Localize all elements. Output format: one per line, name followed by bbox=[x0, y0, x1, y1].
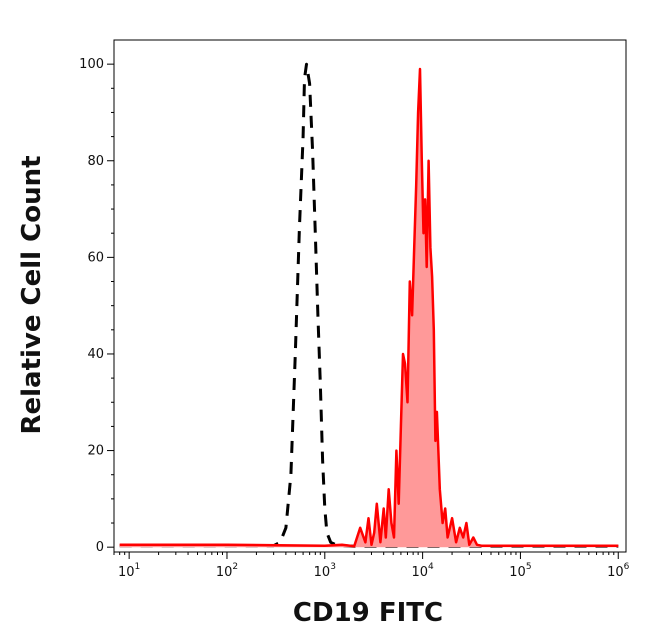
plot-series bbox=[119, 62, 619, 548]
x-axis-title: CD19 FITC bbox=[293, 598, 443, 628]
y-tick-label-20: 20 bbox=[87, 444, 104, 459]
y-tick-label-40: 40 bbox=[87, 347, 104, 362]
series-1-line bbox=[119, 67, 619, 548]
y-tick-label-80: 80 bbox=[87, 154, 104, 169]
y-tick-label-100: 100 bbox=[79, 57, 104, 72]
y-axis-title: Relative Cell Count bbox=[17, 155, 47, 434]
y-tick-label-0: 0 bbox=[96, 540, 104, 555]
plot-frame bbox=[113, 39, 627, 553]
x-tick-label-1e1: 101 bbox=[118, 562, 140, 580]
series-0-line bbox=[119, 62, 619, 548]
x-tick-label-1e5: 105 bbox=[509, 562, 531, 580]
x-tick-label-1e3: 103 bbox=[314, 562, 336, 580]
y-axis: 0 20 40 60 80 100 bbox=[79, 57, 114, 555]
x-axis: 101 102 103 104 105 106 bbox=[113, 552, 630, 580]
x-tick-label-1e4: 104 bbox=[411, 562, 434, 580]
x-tick-label-1e2: 102 bbox=[216, 562, 238, 580]
y-tick-label-60: 60 bbox=[87, 250, 104, 265]
series-1-fill bbox=[119, 69, 619, 548]
x-tick-label-1e6: 106 bbox=[607, 562, 630, 580]
